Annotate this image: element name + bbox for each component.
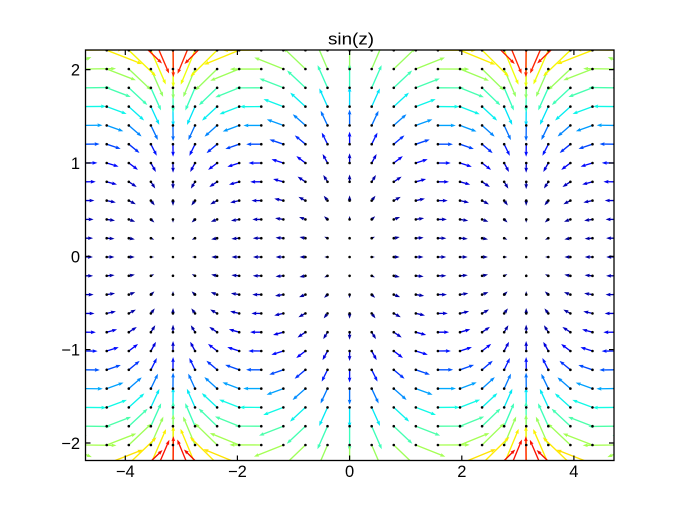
svg-text:2: 2 xyxy=(457,463,466,481)
svg-text:1: 1 xyxy=(71,155,80,173)
svg-text:−1: −1 xyxy=(61,342,80,360)
svg-text:−4: −4 xyxy=(116,463,135,481)
svg-text:sin(z): sin(z) xyxy=(328,31,374,49)
svg-text:2: 2 xyxy=(71,62,80,80)
svg-text:0: 0 xyxy=(71,248,80,266)
svg-text:−2: −2 xyxy=(228,463,247,481)
svg-text:4: 4 xyxy=(569,463,578,481)
svg-text:−2: −2 xyxy=(61,435,80,453)
svg-text:0: 0 xyxy=(345,463,354,481)
